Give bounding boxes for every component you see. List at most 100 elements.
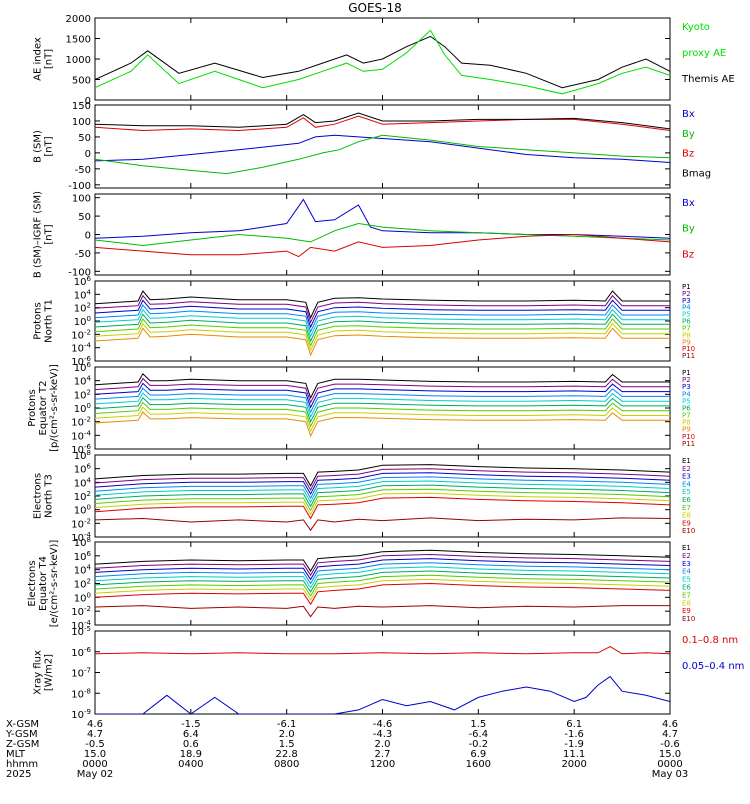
y-axis-label-bdiff: B (SM)–IGRF (SM) bbox=[33, 191, 44, 278]
legend-item-p2: P2 bbox=[682, 376, 691, 384]
y-tick-label-e2: 10-2 bbox=[71, 605, 91, 618]
legend-item-e1: E10 bbox=[682, 527, 695, 535]
y-axis-label-ae: [nT] bbox=[44, 49, 55, 69]
y-tick-label-p2: 102 bbox=[74, 388, 91, 401]
y-tick-label-bdiff: 0 bbox=[85, 231, 91, 242]
legend-item-e1: E2 bbox=[682, 465, 691, 473]
legend-item-e1: E8 bbox=[682, 512, 691, 520]
series-line-p1-0 bbox=[95, 290, 670, 320]
y-tick-label-e2: 104 bbox=[74, 564, 92, 577]
y-tick-label-bsm: 50 bbox=[78, 133, 91, 144]
series-line-p2-0 bbox=[95, 373, 670, 400]
y-tick-label-bdiff: -100 bbox=[68, 267, 91, 278]
y-tick-label-ae: 1000 bbox=[66, 55, 91, 66]
series-line-e1-4 bbox=[95, 480, 670, 504]
y-tick-label-bsm: -100 bbox=[68, 181, 91, 192]
y-axis-label-e1: Electrons bbox=[33, 473, 44, 519]
y-tick-label-p1: 10-6 bbox=[71, 355, 91, 368]
legend-item-bsm: Bx bbox=[682, 109, 695, 120]
y-axis-label-p1: Protons bbox=[33, 302, 44, 339]
series-line-xray-1 bbox=[95, 675, 670, 714]
y-tick-label-p1: 10-2 bbox=[71, 328, 91, 341]
series-line-e2-5 bbox=[95, 570, 670, 593]
legend-item-bdiff: By bbox=[682, 224, 695, 235]
series-line-e2-7 bbox=[95, 578, 670, 602]
y-tick-label-e2: 108 bbox=[74, 536, 91, 549]
series-line-e1-8 bbox=[95, 496, 670, 520]
legend-item-e1: E7 bbox=[682, 504, 691, 512]
series-line-p1-3 bbox=[95, 304, 670, 334]
y-tick-label-e1: 104 bbox=[74, 476, 92, 489]
y-tick-label-p1: 102 bbox=[74, 302, 91, 315]
legend-item-e2: E6 bbox=[682, 584, 691, 592]
series-line-bsm-1 bbox=[95, 134, 670, 175]
series-line-e2-1 bbox=[95, 553, 670, 577]
footer-value: -0.2 bbox=[469, 739, 489, 750]
legend-item-p1: P1 bbox=[682, 283, 691, 291]
legend-item-e1: E5 bbox=[682, 488, 691, 496]
series-line-e1-1 bbox=[95, 468, 670, 491]
panel-frame-e1 bbox=[94, 454, 671, 538]
y-tick-label-p1: 100 bbox=[74, 315, 91, 328]
y-tick-label-ae: 500 bbox=[72, 76, 91, 87]
footer-value: 15.0 bbox=[659, 749, 681, 760]
footer-value: 4.7 bbox=[662, 729, 678, 740]
y-tick-label-e2: 102 bbox=[74, 578, 91, 591]
y-axis-label-e2: Equator T4 bbox=[38, 556, 49, 611]
series-line-bsm-3 bbox=[95, 112, 670, 130]
y-tick-label-xray: 10-6 bbox=[71, 646, 91, 659]
series-line-p1-7 bbox=[95, 322, 670, 352]
legend-item-p1: P4 bbox=[682, 304, 691, 312]
legend-item-e2: E10 bbox=[682, 615, 695, 623]
y-tick-label-p2: 10-6 bbox=[71, 443, 91, 456]
legend-item-p1: P10 bbox=[682, 345, 695, 353]
y-tick-label-bsm: 150 bbox=[72, 101, 91, 112]
legend-item-p2: P1 bbox=[682, 369, 691, 377]
y-tick-label-e1: 106 bbox=[74, 463, 92, 476]
legend-item-e2: E5 bbox=[682, 576, 691, 584]
footer-value: 2000 bbox=[561, 759, 586, 770]
series-line-e1-0 bbox=[95, 464, 670, 487]
footer-value: 2.0 bbox=[375, 739, 391, 750]
y-axis-label-bsm: B (SM) bbox=[33, 130, 44, 163]
y-axis-label-e2: Electrons bbox=[27, 560, 38, 606]
legend-item-bsm: By bbox=[682, 129, 695, 140]
footer-value: 6.4 bbox=[183, 729, 199, 740]
series-line-ae-1 bbox=[95, 29, 670, 95]
footer-value: 2.7 bbox=[375, 749, 391, 760]
legend-item-e2: E2 bbox=[682, 552, 691, 560]
y-tick-label-e1: 108 bbox=[74, 449, 91, 462]
footer-value: -1.9 bbox=[564, 739, 584, 750]
series-line-bsm-2 bbox=[95, 115, 670, 132]
series-line-ae-0 bbox=[95, 35, 670, 89]
y-tick-label-xray: 10-7 bbox=[71, 667, 91, 680]
legend-item-xray: 0.1–0.8 nm bbox=[682, 635, 738, 646]
footer-value: 18.9 bbox=[180, 749, 202, 760]
y-axis-label-p1: North T1 bbox=[44, 299, 55, 343]
series-line-e2-6 bbox=[95, 574, 670, 597]
series-line-e1-3 bbox=[95, 476, 670, 500]
plot-title: GOES-18 bbox=[348, 1, 402, 15]
footer-value: 0400 bbox=[178, 759, 203, 770]
legend-item-e1: E9 bbox=[682, 519, 691, 527]
legend-item-p2: P8 bbox=[682, 419, 691, 427]
y-axis-label-xray: [W/m2] bbox=[44, 654, 55, 691]
footer-value: 1.5 bbox=[279, 739, 295, 750]
legend-item-p2: P11 bbox=[682, 440, 695, 448]
y-axis-label-p2: [p/(cm²-s-sr-keV)] bbox=[49, 364, 60, 452]
footer-row-label: Y-GSM bbox=[5, 729, 38, 740]
legend-item-ae: Themis AE bbox=[681, 74, 735, 85]
legend-item-e2: E9 bbox=[682, 607, 691, 615]
legend-item-e2: E3 bbox=[682, 560, 691, 568]
legend-item-e2: E8 bbox=[682, 599, 691, 607]
panel-frame-p2 bbox=[94, 366, 671, 450]
y-tick-label-p2: 104 bbox=[74, 375, 92, 388]
y-tick-label-e2: 106 bbox=[74, 550, 92, 563]
panel-frame-bsm bbox=[94, 104, 671, 189]
y-tick-label-bdiff: 50 bbox=[78, 212, 91, 223]
legend-item-xray: 0.05–0.4 nm bbox=[682, 661, 744, 672]
y-tick-label-e2: 10-4 bbox=[71, 619, 91, 632]
legend-item-e2: E4 bbox=[682, 568, 691, 576]
footer-row-label: X-GSM bbox=[6, 719, 39, 730]
